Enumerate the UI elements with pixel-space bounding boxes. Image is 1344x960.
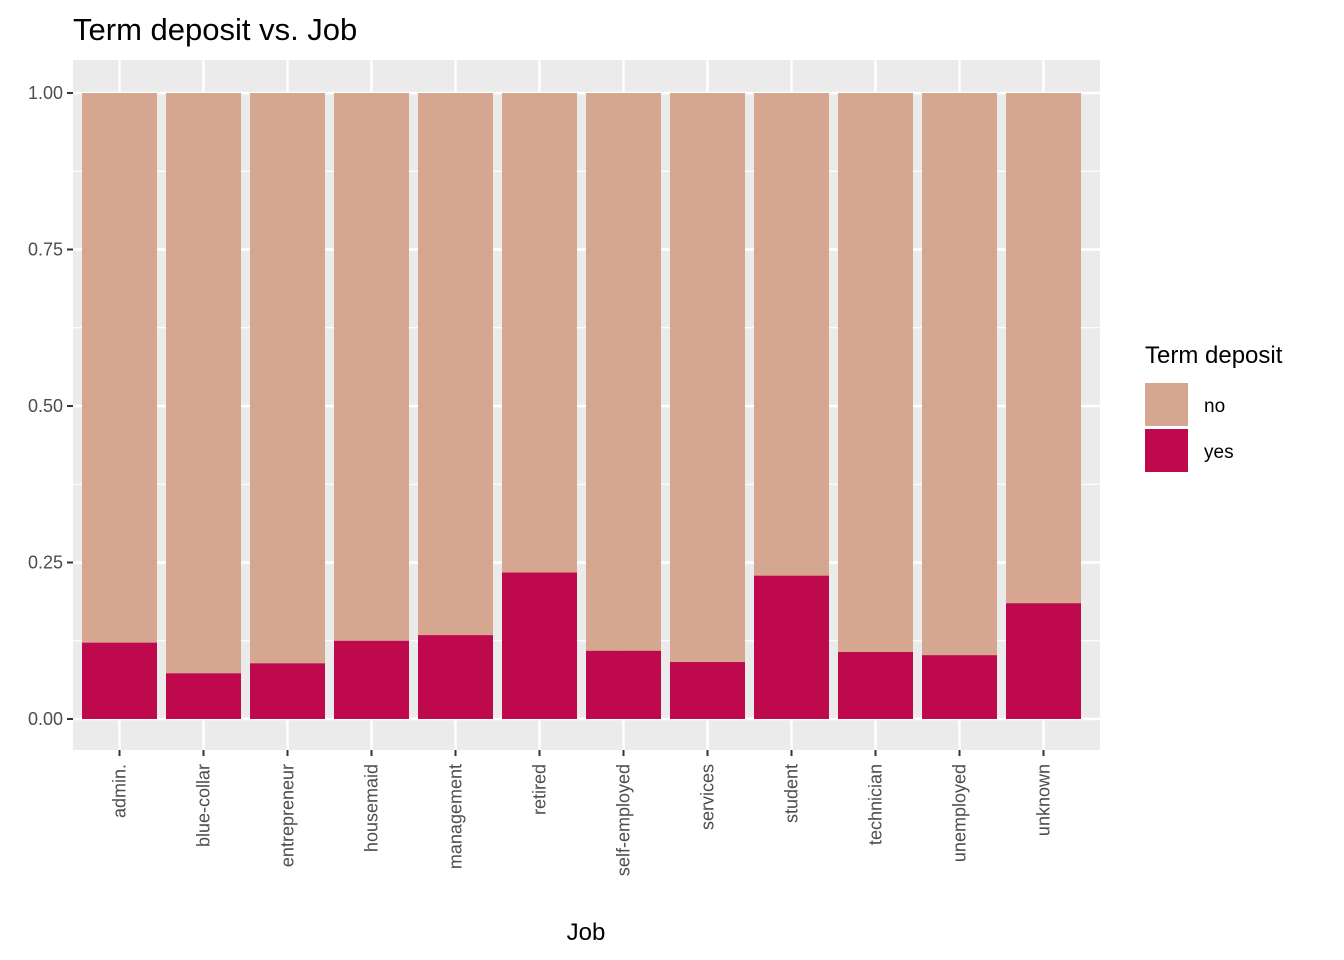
bar-yes-management [418, 635, 493, 719]
bars [82, 93, 1081, 719]
legend-title: Term deposit [1145, 342, 1283, 369]
x-tick-label: unemployed [950, 764, 970, 862]
bar-yes-bluecollar [166, 673, 241, 719]
x-tick-label: retired [530, 764, 550, 815]
x-tick-label: services [698, 764, 718, 830]
x-tick-label: entrepreneur [278, 764, 298, 867]
bar-no-unemployed [922, 93, 997, 656]
y-tick-label: 0.75 [28, 240, 63, 260]
axes: 0.00 0.25 0.50 0.75 1.00 admin. blue-collar ent… [28, 83, 1054, 876]
legend-label-yes: yes [1204, 442, 1234, 463]
y-tick-label: 0.00 [28, 709, 63, 729]
bar-no-management [418, 93, 493, 636]
y-tick-label: 0.50 [28, 396, 63, 416]
x-tick-label: blue-collar [194, 764, 214, 847]
x-tick-label: management [446, 764, 466, 869]
bar-no-entrepreneur [250, 93, 325, 664]
legend-key-no [1145, 383, 1188, 426]
legend-key-yes [1145, 429, 1188, 472]
y-tick-label: 1.00 [28, 83, 63, 103]
x-tick-label: student [782, 764, 802, 823]
bar-yes-student [754, 575, 829, 719]
bar-no-retired [502, 93, 577, 573]
x-tick-label: self-employed [614, 764, 634, 876]
x-tick-label: admin. [110, 764, 130, 818]
bar-no-selfemployed [586, 93, 661, 651]
bar-yes-selfemployed [586, 650, 661, 719]
chart-title: Term deposit vs. Job [73, 12, 357, 47]
bar-yes-unknown [1006, 603, 1081, 719]
bar-yes-unemployed [922, 655, 997, 719]
bar-no-unknown [1006, 93, 1081, 604]
bar-no-technician [838, 93, 913, 653]
x-tick-label: housemaid [362, 764, 382, 852]
x-tick-label: unknown [1034, 764, 1054, 836]
bar-no-services [670, 93, 745, 663]
bar-yes-admin [82, 642, 157, 719]
y-tick-label: 0.25 [28, 553, 63, 573]
bar-no-housemaid [334, 93, 409, 641]
x-axis-title: Job [567, 919, 606, 946]
legend-label-no: no [1204, 396, 1225, 417]
bar-yes-technician [838, 652, 913, 719]
bar-no-student [754, 93, 829, 576]
x-tick-label: technician [866, 764, 886, 845]
bar-no-admin [82, 93, 157, 643]
bar-yes-retired [502, 572, 577, 719]
bar-yes-services [670, 662, 745, 719]
bar-yes-housemaid [334, 640, 409, 719]
legend: Term deposit no yes [1145, 342, 1283, 472]
bar-no-bluecollar [166, 93, 241, 674]
bar-yes-entrepreneur [250, 663, 325, 719]
